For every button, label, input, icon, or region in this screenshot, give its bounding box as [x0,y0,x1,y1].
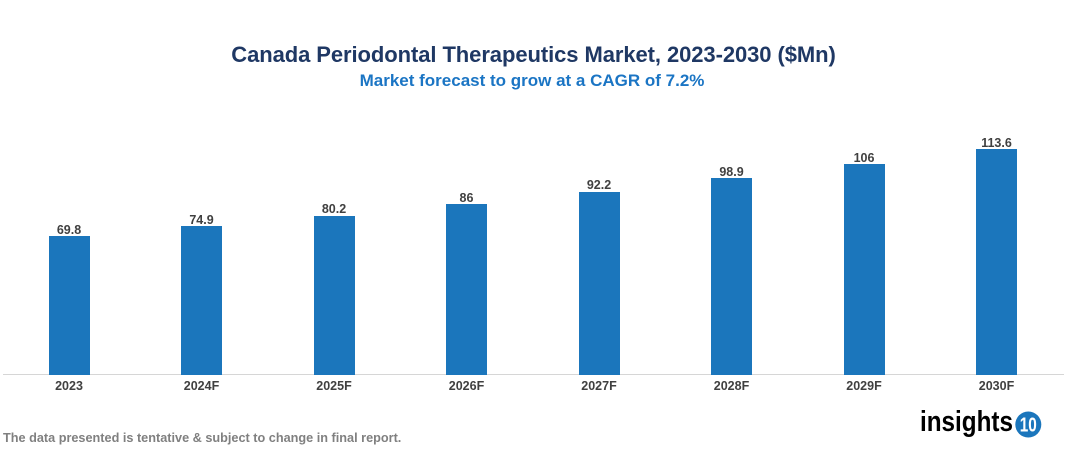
svg-text:insights: insights [920,406,1013,438]
svg-text:10: 10 [1020,415,1037,437]
